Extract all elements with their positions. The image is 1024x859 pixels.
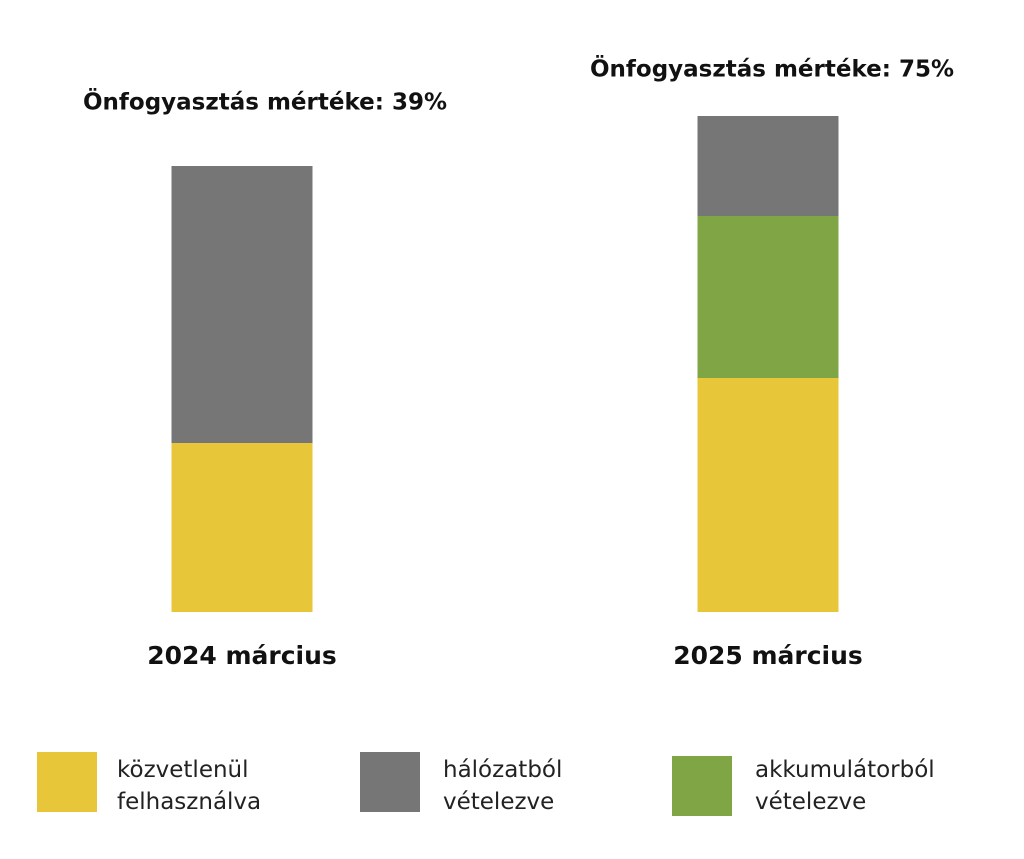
legend-label: hálózatból vételezve: [443, 757, 563, 815]
legend-label: akkumulátorból vételezve: [755, 757, 935, 815]
bar-segment: [171, 443, 313, 612]
category-label: 2025 március: [673, 641, 863, 670]
legend-swatch: [672, 756, 732, 816]
legend-label: közvetlenül felhasználva: [117, 757, 262, 815]
chart: Önfogyasztás mértéke: 39% 2024 március Önf…: [83, 55, 954, 671]
annotation: Önfogyasztás mértéke: 75%: [590, 55, 954, 83]
bar-segment: [697, 216, 839, 378]
bar-segment: [171, 166, 313, 443]
annotation: Önfogyasztás mértéke: 39%: [83, 88, 447, 116]
legend-swatch: [37, 752, 97, 812]
bar-segment: [697, 378, 839, 612]
legend-swatch: [360, 752, 420, 812]
category-label: 2024 március: [147, 641, 337, 670]
bar-segment: [697, 116, 839, 216]
